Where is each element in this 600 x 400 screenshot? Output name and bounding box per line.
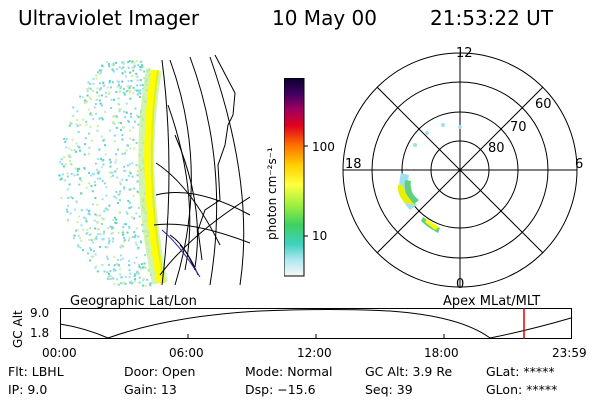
mlt-label-18: 18 [345,157,362,172]
mlt-label-6: 6 [575,157,584,172]
glat-info: GLat: ***** [486,364,555,379]
dsp-info: Dsp: −15.6 [245,382,316,397]
noise-speckle [58,60,152,287]
glon-info: GLon: ***** [486,382,558,397]
altitude-xtick-1800: 18:00 [424,346,459,360]
lat-label-60: 60 [535,97,552,112]
gc-alt-info: GC Alt: 3.9 Re [365,364,453,379]
altitude-ylabel: GC Alt [11,310,25,348]
colorbar-tick-10: 10 [312,229,328,243]
altitude-ytick-low: 1.8 [30,326,50,340]
gain-info: Gain: 13 [124,382,177,397]
lat-label-70: 70 [510,120,527,135]
polar-diagonal-2 [376,86,544,254]
limb-aurora-edge [150,69,165,284]
geographic-image [58,54,250,287]
altitude-xtick-1200: 12:00 [297,346,332,360]
altitude-xtick-0000: 00:00 [42,346,77,360]
altitude-ytick-high: 9.0 [30,306,50,320]
date-label: 10 May 00 [272,6,377,30]
door-info: Door: Open [124,364,196,379]
altitude-xtick-0600: 06:00 [169,346,204,360]
mlt-label-0: 0 [456,277,465,292]
mode-info: Mode: Normal [245,364,333,379]
right-panel-caption: Apex MLat/MLT [443,294,541,309]
polar-plot [342,52,578,288]
colorbar-tick-100: 100 [312,140,335,154]
ip-info: IP: 9.0 [8,382,48,397]
colorbar-unit-label: photon cm⁻²s⁻¹ [265,147,279,240]
altitude-xtick-2359: 23:59 [552,346,587,360]
time-label: 21:53:22 UT [430,6,554,30]
left-panel-caption: Geographic Lat/Lon [70,294,197,309]
filter-info: Flt: LBHL [8,364,64,379]
altitude-strip [60,308,572,339]
limb-aurora-band [144,69,163,284]
seq-info: Seq: 39 [365,382,413,397]
colorbar [284,78,308,277]
mlt-label-12: 12 [456,46,473,61]
geographic-grid [153,54,250,286]
polar-aurora [397,123,462,233]
instrument-title: Ultraviolet Imager [18,6,200,30]
coastline [161,229,201,278]
altitude-curve [60,309,572,339]
lat-label-80: 80 [488,141,505,156]
